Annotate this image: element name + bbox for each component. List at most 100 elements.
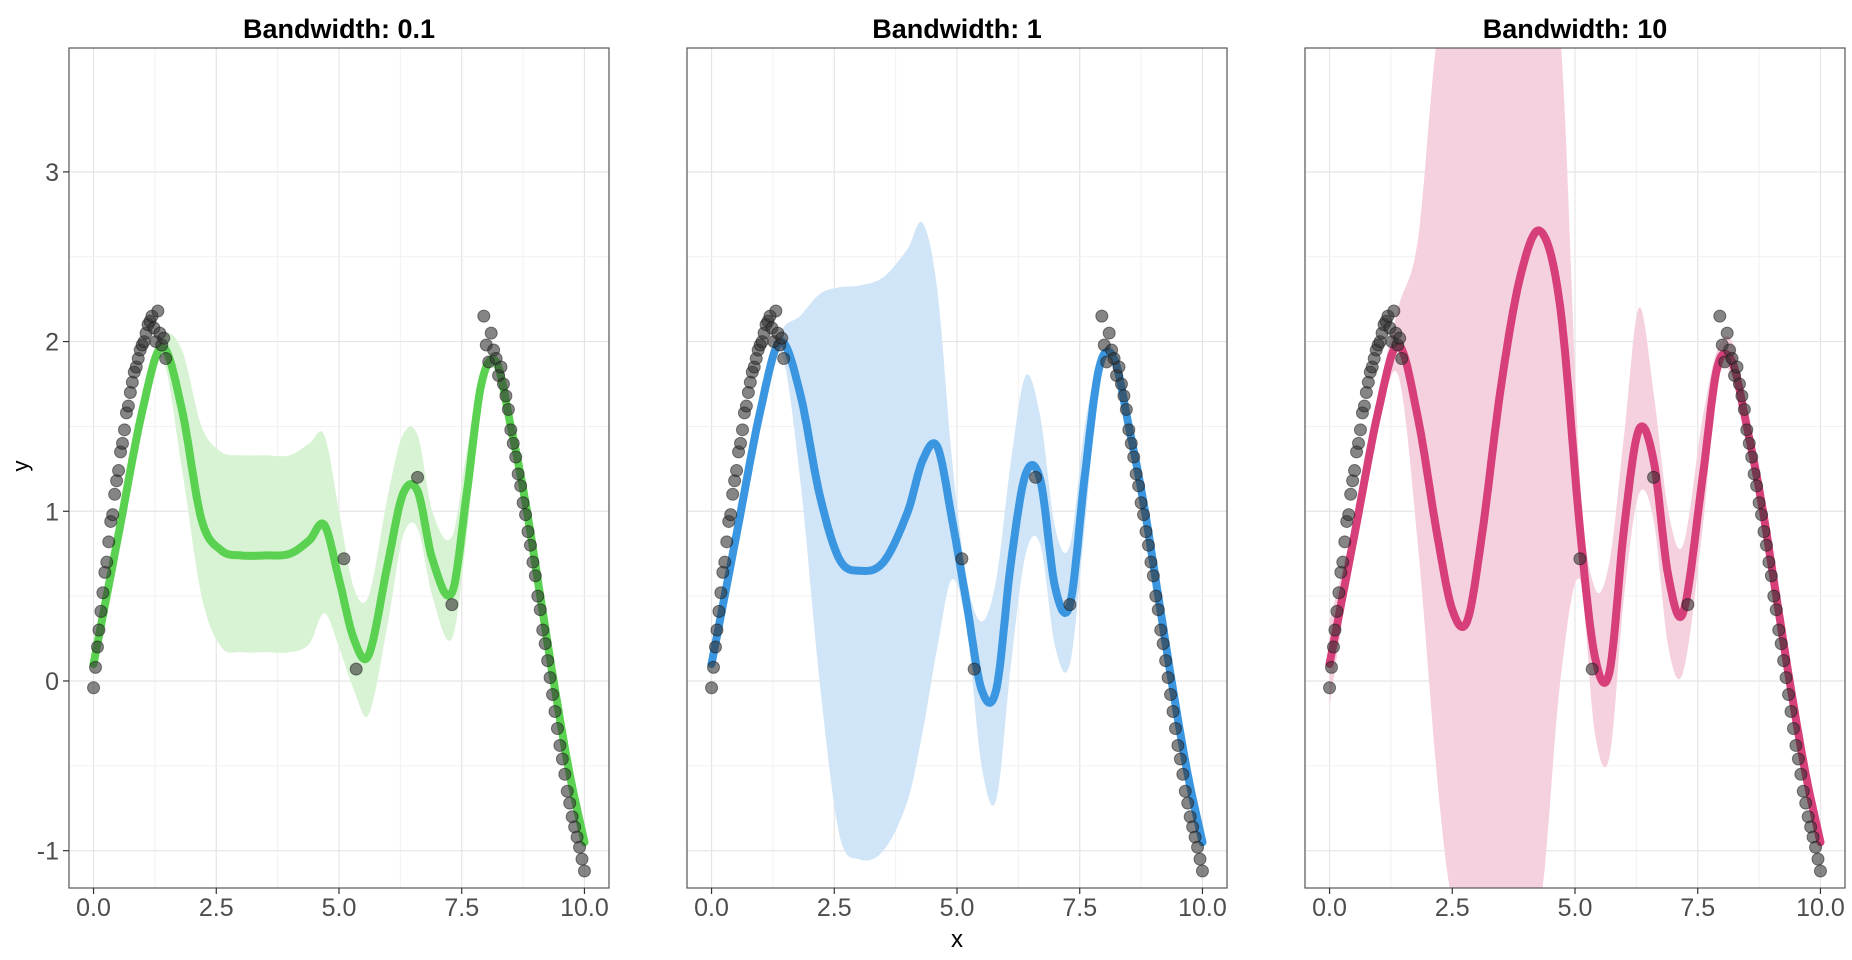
x-tick-label: 7.5 — [444, 894, 479, 922]
data-point — [1326, 640, 1340, 654]
data-point — [106, 508, 120, 522]
panel-title: Bandwidth: 1 — [872, 14, 1042, 44]
data-point — [1151, 603, 1165, 617]
data-point — [100, 555, 114, 569]
data-point — [337, 552, 351, 566]
x-tick-label: 0.0 — [1312, 894, 1347, 922]
data-point — [1755, 508, 1769, 522]
data-point — [1102, 326, 1116, 340]
data-point — [1759, 538, 1773, 552]
data-point — [1173, 752, 1187, 766]
data-point — [553, 738, 567, 752]
data-point — [1095, 309, 1109, 323]
data-point — [536, 623, 550, 637]
data-point — [151, 304, 165, 318]
data-point — [1132, 479, 1146, 493]
data-point — [560, 784, 574, 798]
data-point — [1114, 377, 1128, 391]
data-point — [1122, 423, 1136, 437]
data-point — [555, 752, 569, 766]
x-tick-label: 10.0 — [1796, 894, 1845, 922]
data-point — [1735, 389, 1749, 403]
data-point — [724, 508, 738, 522]
data-point — [1112, 360, 1126, 374]
data-point — [531, 589, 545, 603]
data-point — [577, 864, 591, 878]
data-point — [1353, 423, 1367, 437]
x-axis-label: x — [951, 926, 963, 953]
data-point — [775, 331, 789, 345]
data-point — [550, 721, 564, 735]
data-point — [496, 377, 510, 391]
data-point — [1713, 309, 1727, 323]
data-point — [1757, 525, 1771, 539]
data-point — [94, 604, 108, 618]
x-tick-label: 2.5 — [199, 894, 234, 922]
data-points — [1323, 304, 1827, 878]
data-point — [1779, 671, 1793, 685]
data-point — [159, 352, 173, 366]
data-point — [1178, 784, 1192, 798]
data-point — [573, 840, 587, 854]
data-point — [1137, 508, 1151, 522]
data-point — [1764, 569, 1778, 583]
data-point — [1791, 752, 1805, 766]
data-point — [1332, 586, 1346, 600]
x-tick-label: 5.0 — [1558, 894, 1593, 922]
data-point — [509, 450, 523, 464]
data-point — [734, 436, 748, 450]
data-points — [87, 304, 591, 878]
data-point — [1171, 738, 1185, 752]
data-point — [1328, 623, 1342, 637]
data-point — [533, 603, 547, 617]
data-point — [1146, 569, 1160, 583]
data-point — [528, 569, 542, 583]
data-point — [546, 688, 560, 702]
panel-1: Bandwidth: 0.1 0.0 2.5 5.0 7.5 10.0 -1 0 1 2 3 — [37, 14, 610, 922]
data-point — [102, 535, 116, 549]
data-point — [1750, 479, 1764, 493]
data-point — [714, 586, 728, 600]
data-point — [1336, 555, 1350, 569]
data-point — [718, 555, 732, 569]
data-point — [1774, 637, 1788, 651]
data-point — [1747, 467, 1761, 481]
gridlines — [687, 48, 1227, 888]
data-point — [516, 496, 530, 510]
panel-title: Bandwidth: 0.1 — [243, 14, 435, 44]
data-point — [1159, 654, 1173, 668]
y-tick-label: 1 — [45, 498, 59, 526]
data-point — [1357, 399, 1371, 413]
data-point — [548, 705, 562, 719]
y-tick-label: -1 — [37, 838, 59, 866]
data-point — [1647, 470, 1661, 484]
data-point — [521, 525, 535, 539]
data-point — [1730, 360, 1744, 374]
data-point — [117, 423, 131, 437]
data-point — [89, 660, 103, 674]
data-point — [1767, 589, 1781, 603]
data-point — [1193, 852, 1207, 866]
data-point — [1134, 496, 1148, 510]
fit-line — [89, 342, 589, 847]
y-tick-label: 0 — [45, 668, 59, 696]
data-point — [955, 552, 969, 566]
data-point — [538, 637, 552, 651]
data-point — [1141, 538, 1155, 552]
data-point — [1139, 525, 1153, 539]
panels: Bandwidth: 0.10.0 2.5 5.0 7.5 10.0-10123Band… — [37, 14, 1846, 922]
data-point — [1161, 671, 1175, 685]
data-point — [523, 538, 537, 552]
data-point — [712, 604, 726, 618]
data-point — [730, 464, 744, 478]
data-point — [575, 852, 589, 866]
data-point — [1732, 377, 1746, 391]
data-point — [1762, 555, 1776, 569]
data-point — [1573, 552, 1587, 566]
x-tick-label: 0.0 — [76, 894, 111, 922]
data-point — [1164, 688, 1178, 702]
data-point — [1352, 436, 1366, 450]
data-point — [1387, 304, 1401, 318]
data-point — [1124, 436, 1138, 450]
